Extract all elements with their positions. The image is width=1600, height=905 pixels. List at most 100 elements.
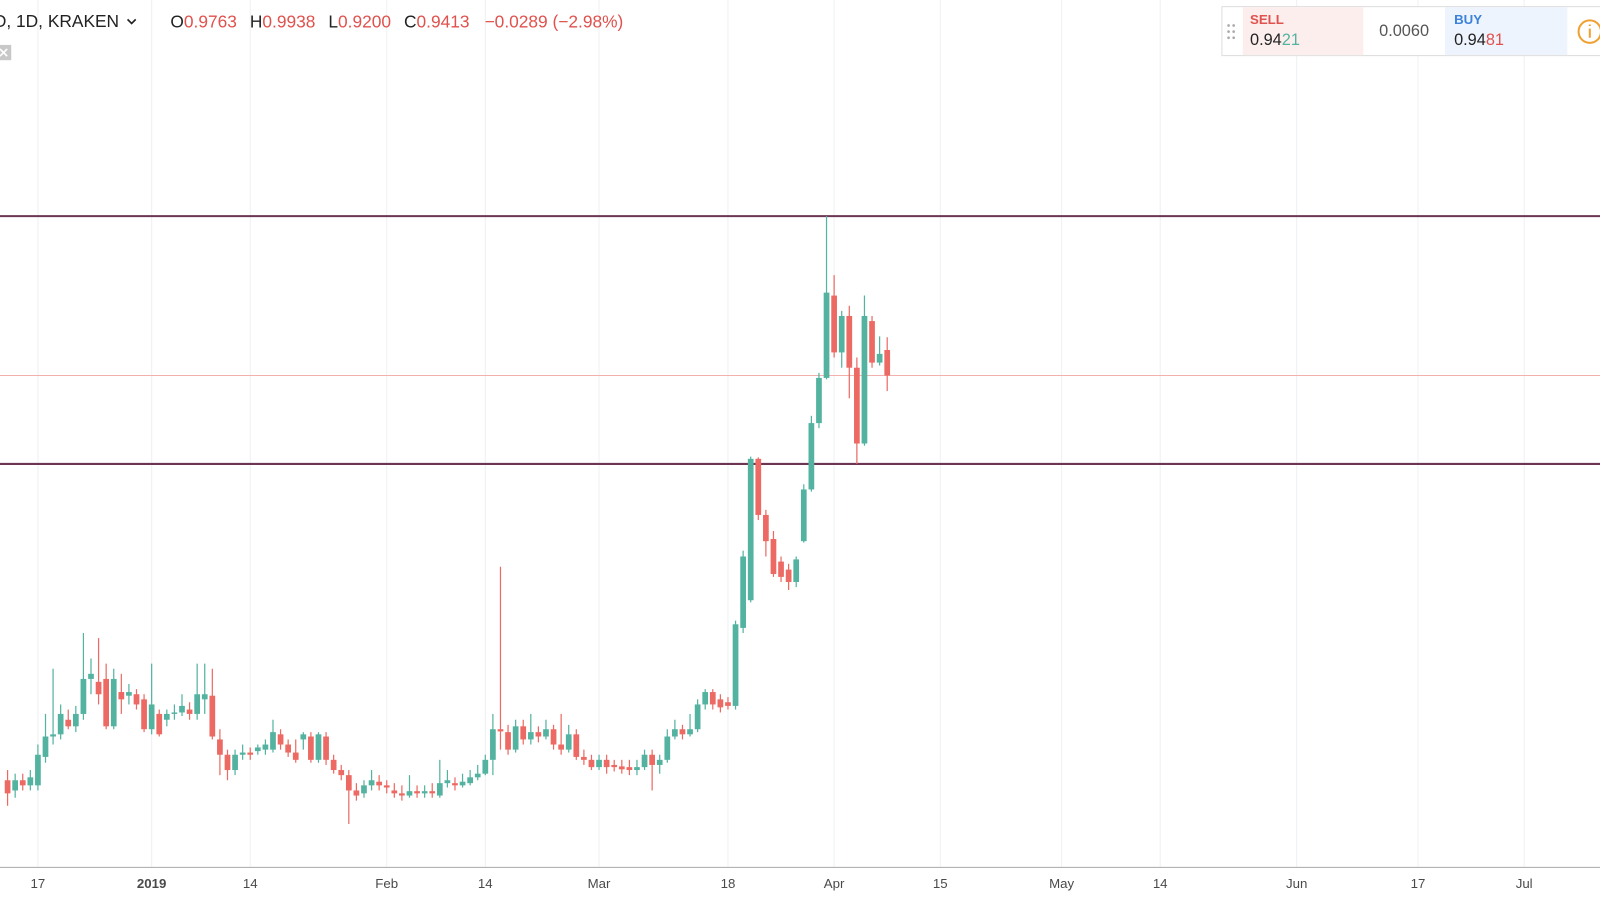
candle-body [232, 754, 238, 771]
candle-body [846, 315, 853, 368]
ohlc-value: 0.9938 [262, 11, 315, 31]
candle-body [709, 692, 716, 705]
candle-body [641, 754, 648, 768]
candle-body [588, 759, 595, 768]
candle-body [725, 702, 731, 706]
candle-body [785, 569, 792, 582]
candle-body [103, 678, 110, 727]
info-icon[interactable] [1577, 19, 1600, 44]
candle-body [95, 681, 102, 695]
candle-body [581, 756, 587, 760]
candle-body [482, 759, 489, 774]
candle-body [512, 726, 519, 750]
buy-button[interactable]: BUY 0.9481 [1444, 7, 1568, 56]
candle-body [399, 793, 405, 796]
candle-body [201, 694, 208, 700]
candle-body [19, 780, 26, 786]
candle-body [148, 704, 155, 730]
buy-bg[interactable] [1444, 7, 1568, 56]
candle-body [831, 295, 837, 353]
candle-body [467, 777, 473, 784]
candle-body [732, 624, 739, 706]
buy-label[interactable]: BUY [1454, 12, 1482, 27]
ohlc-label: L [328, 11, 338, 31]
trade-panel: SELL 0.9421 0.0060 BUY 0.9481 [1221, 6, 1600, 57]
buy-pips[interactable]: 81 [1486, 31, 1504, 49]
candle-body [664, 736, 671, 760]
candle-body [543, 729, 549, 737]
candle-body [65, 719, 72, 727]
candle-body [72, 713, 79, 727]
candle-body [816, 377, 822, 424]
candle-body [323, 736, 329, 760]
dot[interactable] [1227, 30, 1230, 33]
candle-body [414, 791, 420, 794]
candle-body [596, 759, 602, 768]
candle-body [747, 458, 754, 601]
candle-body [429, 791, 436, 794]
buy-price[interactable]: 0.9481 [1454, 31, 1504, 49]
candle-body [869, 321, 875, 363]
candle-body [823, 292, 830, 378]
sell-button[interactable]: SELL 0.9421 [1242, 7, 1364, 56]
candle-body [50, 734, 56, 737]
candle-body [88, 673, 94, 679]
ohlc: O0.9763 H0.9938 L0.9200 C0.9413 −0.0289 … [170, 11, 623, 31]
dropdown-caret[interactable] [126, 18, 137, 25]
buy-main[interactable]: 0.94 [1454, 31, 1486, 49]
dot[interactable] [1232, 24, 1235, 27]
candle-body [717, 699, 724, 708]
dot[interactable] [1232, 36, 1235, 40]
candle-body [535, 732, 542, 737]
sell-label[interactable]: SELL [1250, 12, 1284, 27]
close-x[interactable] [0, 48, 8, 57]
candle-body [156, 713, 163, 735]
candle-body [611, 764, 618, 768]
dot[interactable] [1227, 24, 1230, 27]
sell-main[interactable]: 0.94 [1250, 31, 1282, 49]
x-tick-label: 15 [933, 876, 948, 891]
x-tick-label: Apr [824, 876, 845, 891]
candle-body [247, 752, 254, 755]
info-circle[interactable] [1577, 19, 1600, 44]
sell-price[interactable]: 0.9421 [1250, 31, 1300, 49]
candle-body [694, 704, 701, 730]
candle-body [884, 350, 891, 376]
sell-pips[interactable]: 21 [1282, 31, 1300, 49]
x-tick-label: 2019 [137, 876, 166, 891]
candle-body [459, 781, 466, 786]
candle-body [345, 775, 352, 791]
candle-body [262, 744, 269, 750]
candle-body [421, 791, 428, 794]
dot[interactable] [1227, 36, 1230, 40]
x-tick-label: 18 [721, 876, 736, 891]
candle-body [27, 777, 34, 786]
candle-body [565, 734, 572, 750]
close-button[interactable] [0, 44, 12, 61]
candle-body [550, 729, 557, 745]
candle-body [618, 766, 625, 770]
dot[interactable] [1232, 30, 1235, 33]
candle-body [474, 773, 481, 778]
candle-body [308, 736, 314, 760]
change: −0.0289 (−2.98%) [485, 11, 624, 31]
candle-body [376, 781, 383, 786]
candle-body [649, 754, 655, 765]
candle-body [209, 695, 216, 737]
candle-body [778, 561, 784, 577]
sell-bg[interactable] [1242, 7, 1364, 56]
drag-handle[interactable] [1227, 24, 1235, 40]
x-tick-label: Feb [375, 876, 398, 891]
candle-body [687, 729, 693, 735]
close-box[interactable] [0, 44, 12, 61]
candle-body [505, 732, 511, 750]
candle-body [133, 694, 140, 705]
candle-body [285, 744, 292, 753]
candle-body [838, 315, 845, 353]
x-tick-label: 14 [1153, 876, 1168, 891]
candle-body [35, 754, 41, 786]
candle-body [573, 734, 580, 757]
symbol[interactable]: D, 1D, KRAKEN [0, 11, 119, 31]
x-tick-label: Mar [588, 876, 611, 891]
candle-body [224, 754, 231, 771]
